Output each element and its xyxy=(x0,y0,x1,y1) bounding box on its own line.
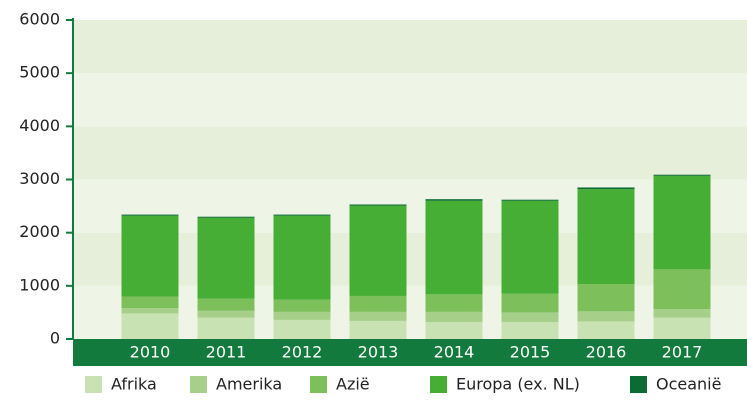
bar-segment xyxy=(653,269,711,310)
bar-segment xyxy=(349,205,407,296)
bar-segment xyxy=(425,311,483,322)
bar-segment xyxy=(425,199,483,201)
bar-segment xyxy=(425,321,483,339)
bar-segment xyxy=(197,317,255,339)
y-tick-label: 6000 xyxy=(19,10,60,29)
bar-segment xyxy=(349,204,407,206)
bar-segment xyxy=(349,295,407,312)
grid-band xyxy=(73,285,747,339)
grid-band xyxy=(73,73,747,127)
bar-segment xyxy=(197,310,255,318)
bar-segment xyxy=(653,317,711,339)
x-axis-band xyxy=(73,339,747,366)
bar-segment xyxy=(653,174,711,176)
x-tick-label: 2017 xyxy=(662,343,703,362)
bar-segment xyxy=(425,200,483,295)
bar-segment xyxy=(273,215,331,300)
legend-swatch xyxy=(430,376,447,393)
grid-band xyxy=(73,232,747,286)
bar-segment xyxy=(653,309,711,318)
y-tick-label: 5000 xyxy=(19,63,60,82)
bar-segment xyxy=(501,293,559,313)
x-tick-label: 2010 xyxy=(130,343,171,362)
bar-segment xyxy=(197,298,255,311)
bar-segment xyxy=(273,311,331,320)
bar-segment xyxy=(273,299,331,312)
bar-segment xyxy=(121,313,179,339)
bar-segment xyxy=(501,312,559,322)
x-tick-label: 2014 xyxy=(434,343,475,362)
bar-segment xyxy=(121,308,179,314)
y-tick-label: 3000 xyxy=(19,169,60,188)
legend-swatch xyxy=(630,376,647,393)
legend-label: Azië xyxy=(336,375,370,394)
bar-segment xyxy=(197,217,255,299)
bar-segment xyxy=(653,175,711,270)
grid-band xyxy=(73,20,747,74)
y-tick-label: 0 xyxy=(50,329,60,348)
grid-band xyxy=(73,126,747,180)
bar-segment xyxy=(577,284,635,312)
legend-label: Afrika xyxy=(111,375,157,394)
legend-swatch xyxy=(310,376,327,393)
x-tick-label: 2015 xyxy=(510,343,551,362)
bar-segment xyxy=(577,321,635,339)
y-tick-label: 2000 xyxy=(19,222,60,241)
bar-segment xyxy=(501,200,559,294)
bar-segment xyxy=(273,214,331,216)
bar-segment xyxy=(273,319,331,339)
x-tick-label: 2012 xyxy=(282,343,323,362)
bar-segment xyxy=(349,320,407,339)
x-tick-label: 2016 xyxy=(586,343,627,362)
bar-segment xyxy=(501,321,559,339)
bar-segment xyxy=(577,311,635,322)
x-tick-label: 2013 xyxy=(358,343,399,362)
x-tick-label: 2011 xyxy=(206,343,247,362)
y-tick-label: 1000 xyxy=(19,275,60,294)
y-tick-label: 4000 xyxy=(19,116,60,135)
bar-segment xyxy=(121,296,179,309)
legend-swatch xyxy=(85,376,102,393)
bar-segment xyxy=(425,294,483,312)
bar-segment xyxy=(349,311,407,321)
bar-segment xyxy=(501,199,559,201)
bar-segment xyxy=(121,215,179,297)
legend-swatch xyxy=(190,376,207,393)
bar-segment xyxy=(121,214,179,216)
grid-band xyxy=(73,179,747,233)
bar-segment xyxy=(577,189,635,285)
legend-label: Europa (ex. NL) xyxy=(456,375,580,394)
legend-label: Oceanië xyxy=(656,375,721,394)
bar-segment xyxy=(197,216,255,218)
bar-segment xyxy=(577,187,635,190)
legend-label: Amerika xyxy=(216,375,282,394)
